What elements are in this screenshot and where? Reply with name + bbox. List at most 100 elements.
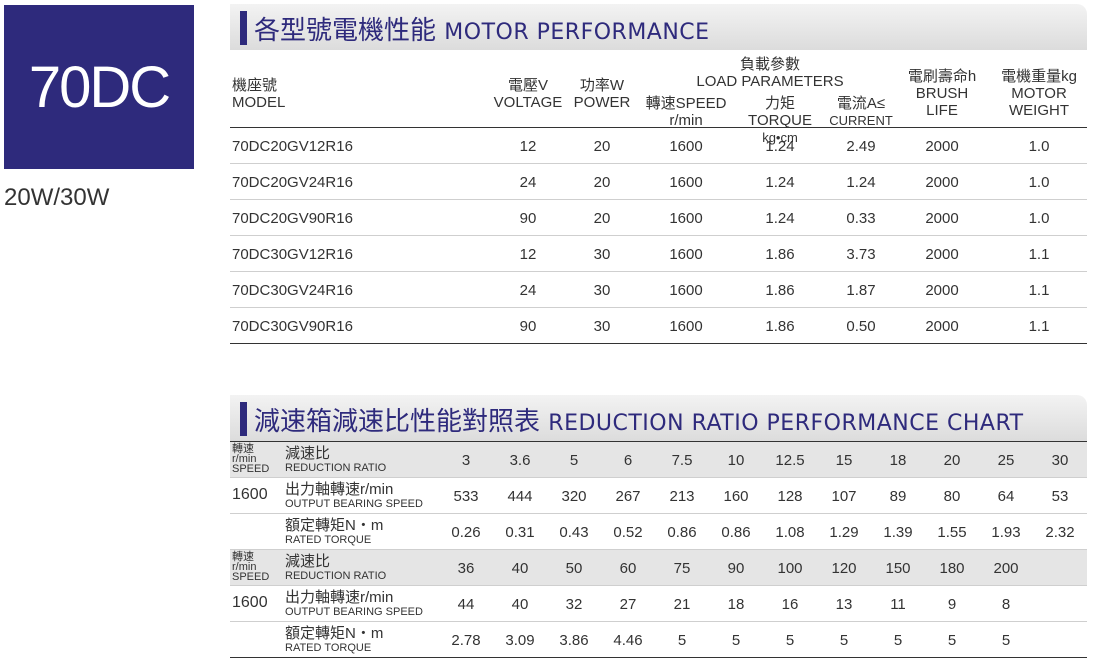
ratio-value: 20 (943, 452, 961, 469)
output-value: 27 (619, 596, 637, 613)
torque-value: 3.86 (559, 632, 589, 649)
output-value: 9 (947, 596, 957, 613)
torque-value: 1.39 (883, 524, 913, 541)
output-row: 出力軸轉速r/min OUTPUT BEARING SPEED 1600 44 40 32… (230, 586, 1087, 622)
table-body: 70DC20GV12R16 12 20 1600 1.24 2.49 2000 1.0 70DC… (230, 128, 1087, 344)
torque-label: 額定轉矩N・m RATED TORQUE (285, 517, 384, 546)
weight-cell: 1.1 (1028, 246, 1050, 263)
motor-performance-table: 機座號 MODEL 電壓V VOLTAGE 功率W POWER 負載參數 LOA… (230, 50, 1087, 344)
output-value: 444 (507, 488, 533, 505)
power-header: 功率W POWER (573, 77, 631, 111)
load-parameters-header: 負載參數 LOAD PARAMETERS (696, 56, 844, 90)
table-header: 機座號 MODEL 電壓V VOLTAGE 功率W POWER 負載參數 LOA… (230, 50, 1087, 145)
output-value: 80 (943, 488, 961, 505)
ratio-value: 3.6 (509, 452, 531, 469)
weight-cell: 1.0 (1028, 174, 1050, 191)
power-range-label: 20W/30W (4, 184, 110, 211)
torque-value: 0.43 (559, 524, 589, 541)
torque-label: 額定轉矩N・m RATED TORQUE (285, 625, 384, 654)
output-label: 出力軸轉速r/min OUTPUT BEARING SPEED (285, 481, 423, 510)
ratio-value: 10 (727, 452, 745, 469)
ratio-value: 75 (673, 560, 691, 577)
torque-value: 0.86 (721, 524, 751, 541)
output-value: 320 (561, 488, 587, 505)
ratio-value: 200 (993, 560, 1019, 577)
ratio-value: 18 (889, 452, 907, 469)
brush-life-header: 電刷壽命h BRUSH LIFE (907, 68, 977, 119)
ratio-row: 減速比 REDUCTION RATIO 轉速 r/min SPEED 3 3.6 5 6 7.5 1… (230, 442, 1087, 478)
torque-value: 0.52 (613, 524, 643, 541)
torque-value: 2.32 (1045, 524, 1075, 541)
torque-value: 5 (947, 632, 957, 649)
weight-cell: 1.0 (1028, 210, 1050, 227)
torque-value: 5 (839, 632, 849, 649)
output-value: 8 (1001, 596, 1011, 613)
section-title: 各型號電機性能 MOTOR PERFORMANCE (254, 16, 710, 46)
ratio-label: 減速比 REDUCTION RATIO (285, 445, 387, 474)
brush-cell: 2000 (925, 174, 959, 191)
ratio-value: 36 (457, 560, 475, 577)
table-row: 70DC30GV90R16 90 30 1600 1.86 0.50 2000 1.1 (230, 308, 1087, 344)
reduction-ratio-table: 減速比 REDUCTION RATIO 轉速 r/min SPEED 3 3.6 5 6 7.5 1… (230, 441, 1087, 658)
torque-value: 1.55 (937, 524, 967, 541)
ratio-value: 12.5 (775, 452, 805, 469)
torque-header: 力矩TORQUE kg•cm (748, 95, 812, 145)
output-value: 128 (777, 488, 803, 505)
model-cell: 70DC30GV12R16 (232, 246, 353, 263)
table-row: 70DC30GV12R16 12 30 1600 1.86 3.73 2000 1.1 (230, 236, 1087, 272)
torque-cell: 1.86 (765, 246, 795, 263)
section-accent (240, 11, 247, 45)
ratio-value: 100 (777, 560, 803, 577)
ratio-value: 15 (835, 452, 853, 469)
power-cell: 20 (593, 210, 611, 227)
speed-label: 轉速 r/min SPEED (232, 443, 270, 475)
model-cell: 70DC30GV24R16 (232, 282, 353, 299)
output-value: 64 (997, 488, 1015, 505)
weight-cell: 1.1 (1028, 318, 1050, 335)
current-header: 電流A≤ CURRENT (829, 95, 893, 128)
brush-cell: 2000 (925, 246, 959, 263)
torque-value: 0.86 (667, 524, 697, 541)
weight-cell: 1.0 (1028, 138, 1050, 155)
current-cell: 0.50 (846, 318, 876, 335)
torque-cell: 1.24 (765, 174, 795, 191)
torque-value: 5 (1001, 632, 1011, 649)
output-value: 533 (453, 488, 479, 505)
torque-value: 2.78 (451, 632, 481, 649)
speed-cell: 1600 (669, 282, 703, 299)
weight-cell: 1.1 (1028, 282, 1050, 299)
torque-row: 額定轉矩N・m RATED TORQUE 0.26 0.31 0.43 0.52 0.86 0… (230, 514, 1087, 550)
current-cell: 1.24 (846, 174, 876, 191)
voltage-cell: 90 (519, 318, 537, 335)
input-rpm: 1600 (232, 486, 268, 503)
output-value: 11 (890, 596, 906, 613)
voltage-cell: 12 (519, 246, 537, 263)
current-cell: 2.49 (846, 138, 876, 155)
table-row: 70DC20GV90R16 90 20 1600 1.24 0.33 2000 1.0 (230, 200, 1087, 236)
speed-label: 轉速 r/min SPEED (232, 551, 270, 583)
output-value: 21 (673, 596, 691, 613)
voltage-cell: 90 (519, 210, 537, 227)
table-row: 70DC20GV24R16 24 20 1600 1.24 1.24 2000 1.0 (230, 164, 1087, 200)
torque-value: 0.26 (451, 524, 481, 541)
torque-cell: 1.86 (765, 282, 795, 299)
ratio-value: 30 (1051, 452, 1069, 469)
current-cell: 1.87 (846, 282, 876, 299)
power-cell: 30 (593, 318, 611, 335)
output-value: 13 (835, 596, 853, 613)
input-rpm: 1600 (232, 594, 268, 611)
torque-value: 0.31 (505, 524, 535, 541)
brush-cell: 2000 (925, 282, 959, 299)
weight-header: 電機重量kg MOTOR WEIGHT (1001, 68, 1077, 119)
torque-cell: 1.86 (765, 318, 795, 335)
voltage-cell: 24 (519, 282, 537, 299)
voltage-header: 電壓V VOLTAGE (493, 77, 563, 111)
output-value: 107 (831, 488, 857, 505)
model-badge: 70DC (4, 5, 194, 169)
output-row: 出力軸轉速r/min OUTPUT BEARING SPEED 1600 533 444… (230, 478, 1087, 514)
output-value: 40 (511, 596, 529, 613)
power-cell: 30 (593, 246, 611, 263)
speed-cell: 1600 (669, 210, 703, 227)
voltage-cell: 24 (519, 174, 537, 191)
power-cell: 20 (593, 138, 611, 155)
